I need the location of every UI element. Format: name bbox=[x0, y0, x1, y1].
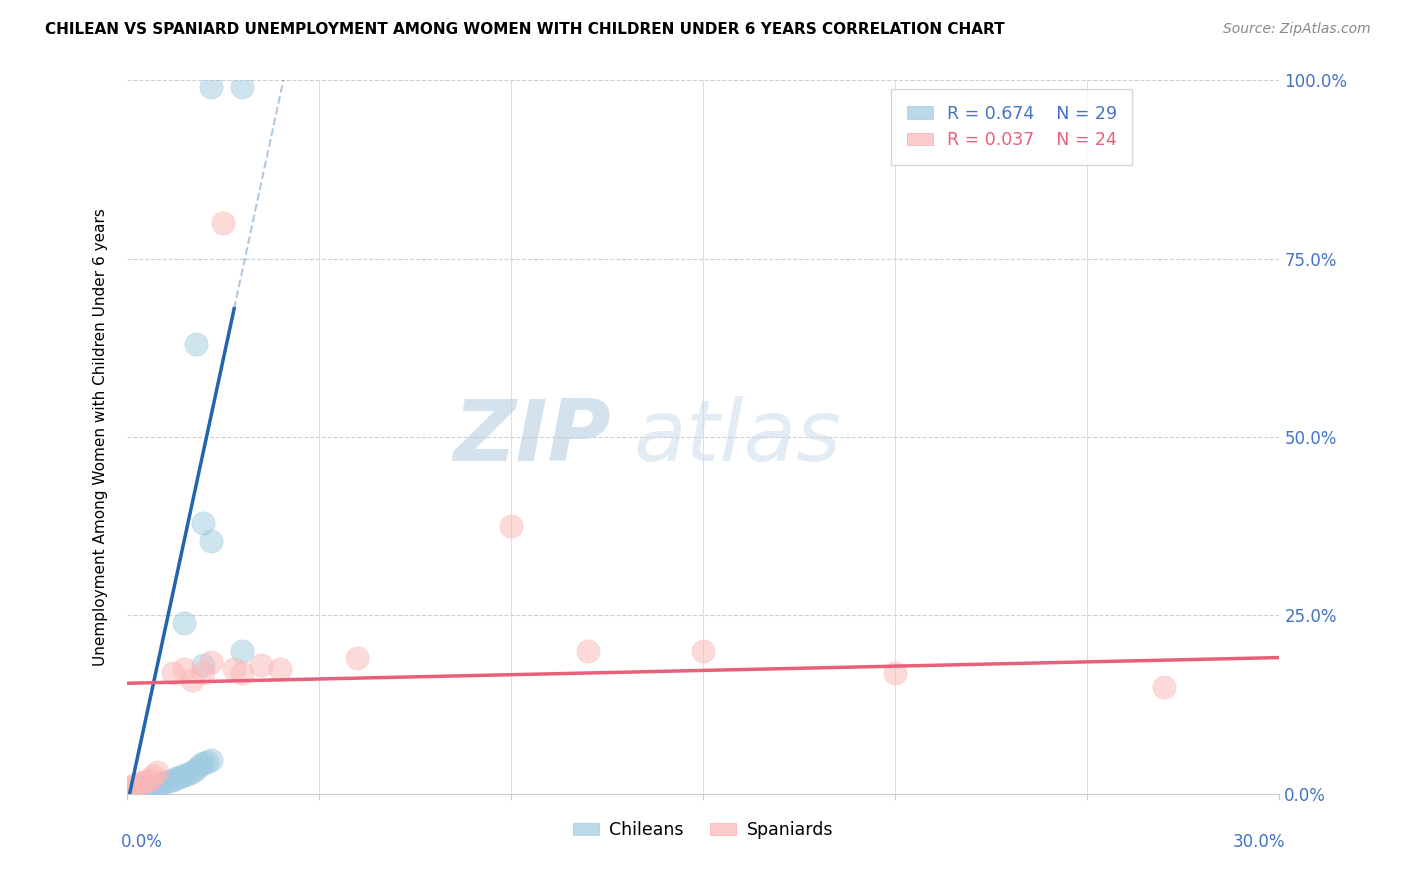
Point bbox=[157, 774, 180, 789]
Point bbox=[169, 770, 191, 784]
Point bbox=[576, 644, 599, 658]
Point bbox=[200, 80, 222, 95]
Point bbox=[193, 665, 215, 680]
Point bbox=[184, 337, 207, 351]
Point bbox=[193, 658, 215, 673]
Point bbox=[173, 768, 195, 782]
Point bbox=[135, 781, 157, 796]
Point bbox=[224, 662, 246, 676]
Point bbox=[127, 777, 149, 791]
Point bbox=[499, 519, 522, 533]
Point bbox=[146, 778, 169, 792]
Point bbox=[120, 780, 142, 794]
Point bbox=[166, 771, 188, 785]
Point bbox=[127, 782, 149, 797]
Point bbox=[231, 644, 253, 658]
Point bbox=[150, 777, 173, 791]
Text: CHILEAN VS SPANIARD UNEMPLOYMENT AMONG WOMEN WITH CHILDREN UNDER 6 YEARS CORRELA: CHILEAN VS SPANIARD UNEMPLOYMENT AMONG W… bbox=[45, 22, 1005, 37]
Point bbox=[195, 755, 218, 769]
Text: 30.0%: 30.0% bbox=[1233, 833, 1285, 851]
Legend: Chileans, Spaniards: Chileans, Spaniards bbox=[567, 814, 839, 846]
Point bbox=[193, 756, 215, 771]
Text: atlas: atlas bbox=[634, 395, 842, 479]
Point bbox=[173, 662, 195, 676]
Point bbox=[173, 615, 195, 630]
Text: ZIP: ZIP bbox=[453, 395, 610, 479]
Point bbox=[180, 673, 202, 687]
Point bbox=[1153, 680, 1175, 694]
Point bbox=[188, 758, 211, 772]
Text: 0.0%: 0.0% bbox=[121, 833, 163, 851]
Point bbox=[122, 783, 145, 797]
Point bbox=[200, 533, 222, 548]
Text: Source: ZipAtlas.com: Source: ZipAtlas.com bbox=[1223, 22, 1371, 37]
Point bbox=[131, 775, 153, 789]
Point bbox=[131, 781, 153, 796]
Y-axis label: Unemployment Among Women with Children Under 6 years: Unemployment Among Women with Children U… bbox=[93, 208, 108, 666]
Point bbox=[153, 775, 176, 789]
Point bbox=[200, 655, 222, 669]
Point bbox=[177, 767, 200, 781]
Point bbox=[162, 772, 184, 787]
Point bbox=[884, 665, 907, 680]
Point bbox=[184, 762, 207, 776]
Point bbox=[122, 778, 145, 792]
Point bbox=[231, 80, 253, 95]
Point bbox=[135, 774, 157, 789]
Point bbox=[142, 780, 165, 794]
Point bbox=[162, 665, 184, 680]
Point bbox=[211, 216, 233, 230]
Point bbox=[138, 780, 160, 795]
Point bbox=[692, 644, 714, 658]
Point bbox=[193, 516, 215, 530]
Point bbox=[231, 665, 253, 680]
Point bbox=[142, 769, 165, 783]
Point bbox=[269, 662, 291, 676]
Point bbox=[146, 765, 169, 780]
Point bbox=[180, 765, 202, 780]
Point bbox=[138, 772, 160, 787]
Point bbox=[200, 753, 222, 767]
Point bbox=[250, 658, 273, 673]
Point bbox=[346, 651, 368, 665]
